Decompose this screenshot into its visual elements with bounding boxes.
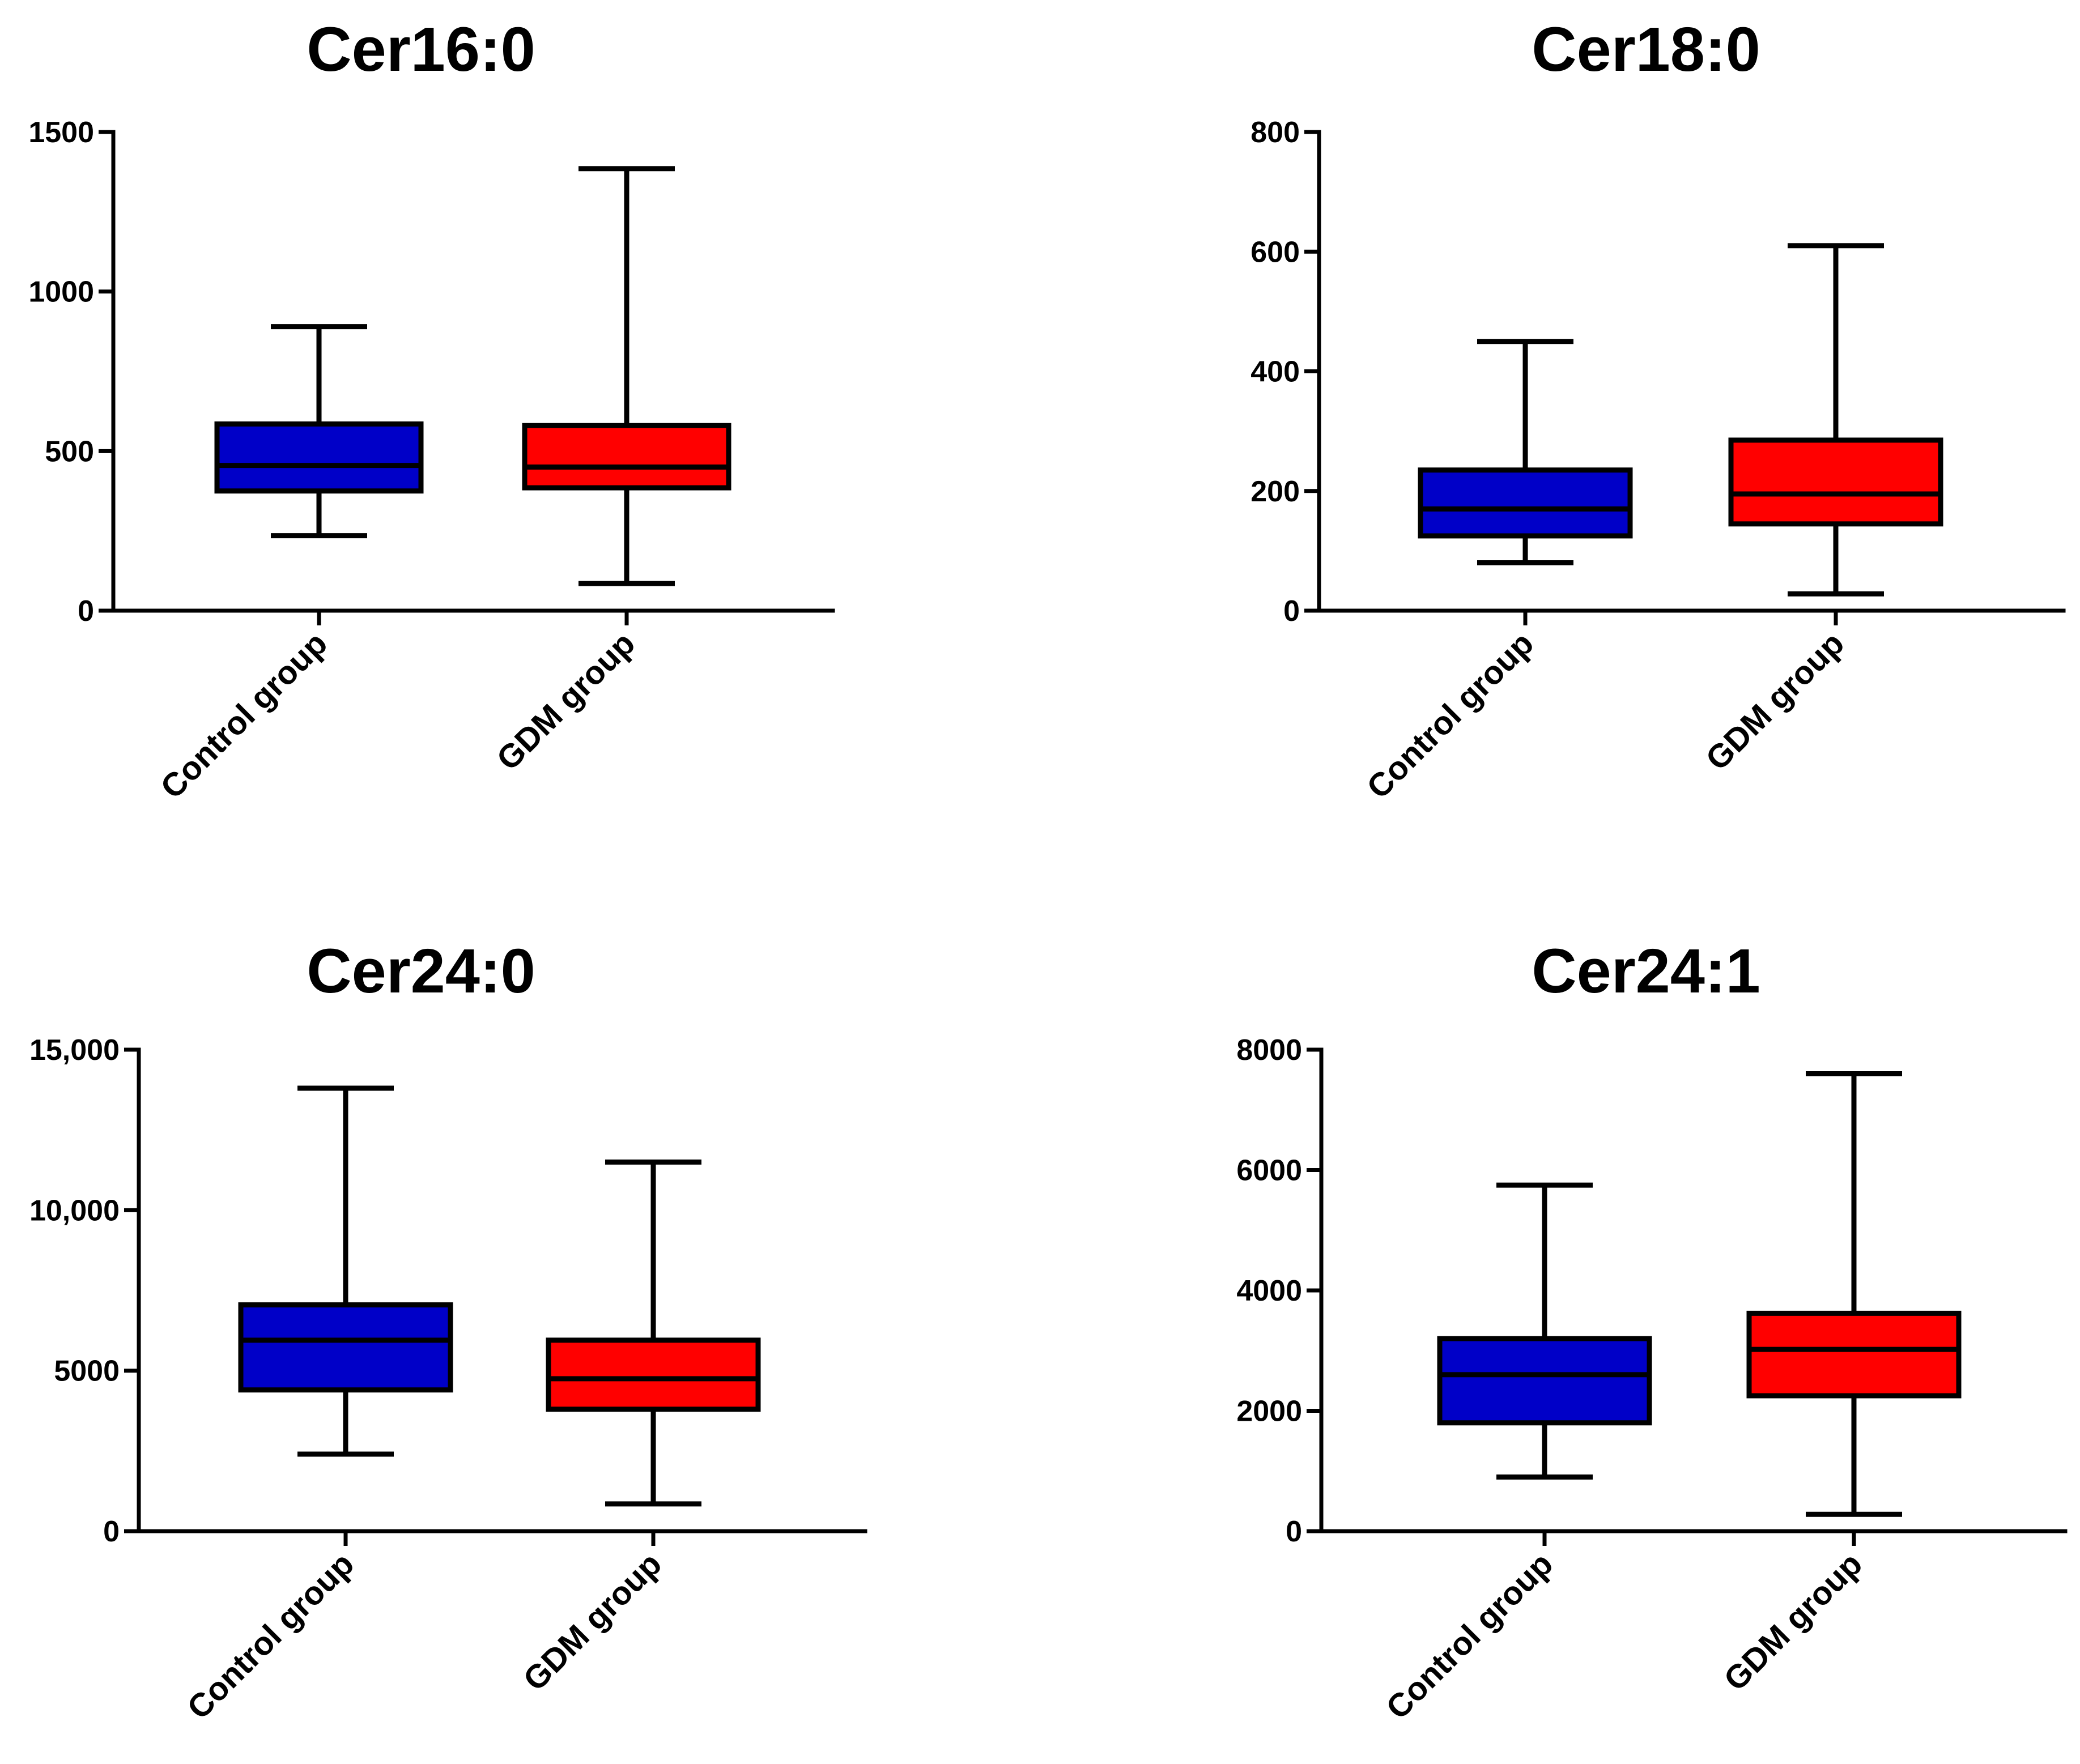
iqr-box [546,1337,761,1412]
chart-panel: Cer16:0 0 500 1000 1500 Control group GDM grou… [28,15,835,806]
x-category-label: GDM group [490,625,642,777]
iqr-box [522,423,731,491]
chart-title: Cer16:0 [307,15,535,84]
y-tick-label: 200 [1250,475,1300,508]
iqr-box [1437,1336,1652,1426]
y-tick-label: 8000 [1236,1034,1302,1067]
x-category-label: Control group [180,1545,361,1726]
y-tick-label: 15,000 [29,1034,120,1067]
box-plot [1746,1071,1962,1517]
y-tick-label: 1000 [28,276,94,309]
box-plot [546,1159,761,1507]
x-category-label: Control group [1360,625,1541,806]
iqr-box [1746,1310,1962,1399]
x-category-label: Control group [154,625,334,806]
y-tick-label: 1500 [28,116,94,149]
box-plot [238,1085,453,1457]
iqr-box [1418,467,1633,539]
y-tick-label: 0 [1283,595,1300,628]
y-tick-label: 4000 [1236,1275,1302,1307]
y-tick-label: 2000 [1236,1395,1302,1428]
chart-title: Cer24:1 [1532,936,1760,1006]
box-plot [214,324,424,539]
x-category-label: Control group [1379,1545,1560,1726]
y-tick-label: 0 [78,595,94,628]
x-category-label: GDM group [1699,625,1851,777]
box-plot [1437,1182,1652,1480]
box-plot [1418,339,1633,565]
y-tick-label: 5000 [54,1355,120,1388]
box-plot [1728,243,1943,596]
y-tick-label: 0 [103,1515,120,1548]
y-tick-label: 800 [1250,116,1300,149]
iqr-box [238,1302,453,1393]
y-tick-label: 10,000 [29,1194,120,1227]
chart-title: Cer24:0 [307,936,535,1006]
y-tick-label: 6000 [1236,1154,1302,1187]
y-tick-label: 0 [1286,1515,1302,1548]
chart-panel: Cer18:0 0 200 400 600 800 Control group GDM gro… [1250,15,2066,806]
y-tick-label: 400 [1250,356,1300,389]
chart-title: Cer18:0 [1532,15,1760,84]
x-category-label: GDM group [1717,1545,1869,1698]
chart-panel: Cer24:1 0 2000 4000 6000 8000 Control group GDM… [1236,936,2068,1727]
x-category-label: GDM group [516,1545,669,1698]
y-tick-label: 600 [1250,236,1300,269]
iqr-box [214,421,424,494]
chart-panel: Cer24:0 0 5000 10,000 15,000 Control group GDM… [29,936,867,1727]
y-tick-label: 500 [45,435,94,468]
iqr-box [1728,437,1943,527]
box-plot [522,166,731,586]
